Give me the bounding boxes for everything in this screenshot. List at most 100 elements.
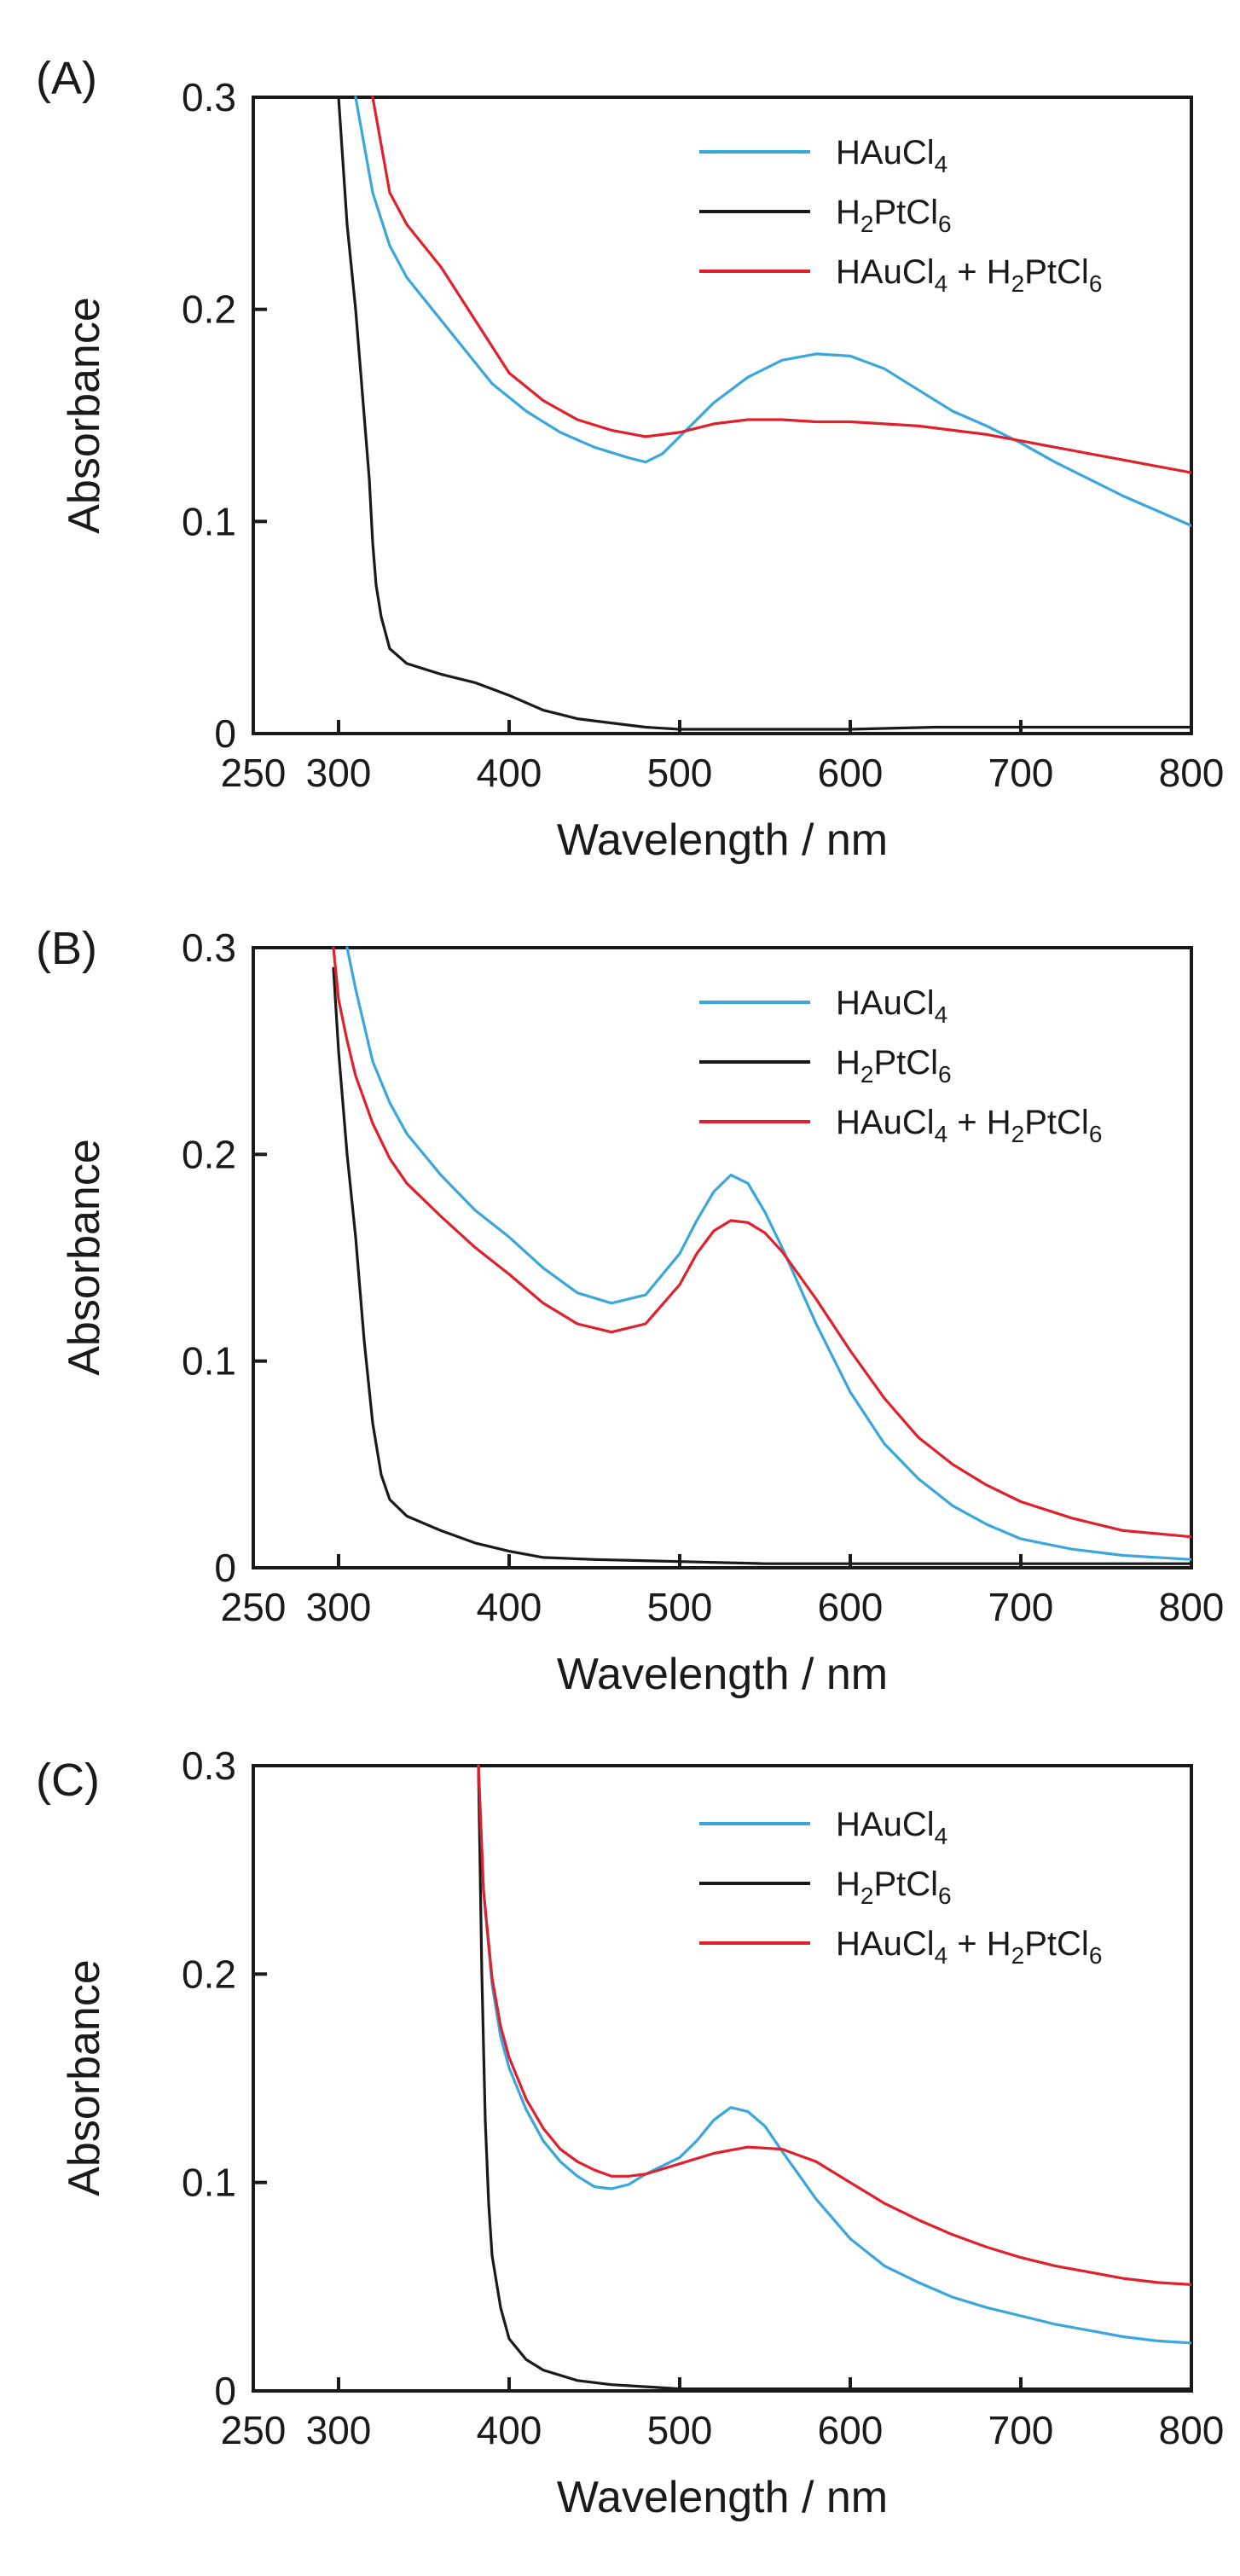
y-tick-label: 0.1 bbox=[182, 499, 236, 543]
legend-text-part: H bbox=[836, 1044, 860, 1082]
y-tick-label: 0.2 bbox=[182, 1952, 236, 1996]
panel-label: (B) bbox=[36, 923, 97, 974]
legend-subscript: 2 bbox=[1011, 1121, 1025, 1147]
legend-text-part: H bbox=[836, 1865, 860, 1903]
legend-subscript: 6 bbox=[1089, 270, 1103, 297]
legend-text-part: PtCl bbox=[1024, 253, 1089, 291]
y-axis-title: Absorbance bbox=[60, 1139, 109, 1376]
x-tick-label: 250 bbox=[221, 2408, 287, 2452]
y-tick-label: 0.2 bbox=[182, 287, 236, 332]
chart-panel-b: (B) 250 300 400 500 600 700 800 0 0.1 0.2 0.3 Wavele… bbox=[36, 923, 1224, 1699]
y-tick-label: 0.3 bbox=[182, 1743, 236, 1788]
legend-text-part: HAuCl bbox=[836, 253, 935, 291]
x-axis-title: Wavelength / nm bbox=[557, 2473, 888, 2522]
legend-subscript: 4 bbox=[935, 1001, 948, 1028]
x-tick-label: 500 bbox=[647, 751, 713, 795]
y-axis-title: Absorbance bbox=[60, 297, 109, 534]
legend-entry: HAuCl4 bbox=[836, 984, 947, 1028]
series-line-mix bbox=[477, 1764, 1191, 2286]
legend-text-part: HAuCl bbox=[836, 984, 935, 1022]
legend-entry: H2PtCl6 bbox=[836, 1044, 952, 1088]
y-tick-label: 0 bbox=[214, 2369, 236, 2413]
legend-text-part: HAuCl bbox=[836, 1104, 935, 1141]
series-line-mix bbox=[332, 946, 1191, 1539]
x-tick-label: 800 bbox=[1159, 1585, 1225, 1629]
x-tick-label: 300 bbox=[306, 2408, 372, 2452]
legend-text-part: PtCl bbox=[873, 1865, 938, 1903]
x-tick-label: 250 bbox=[221, 751, 287, 795]
legend-subscript: 4 bbox=[935, 1823, 948, 1849]
legend-text-part: + H bbox=[947, 1925, 1011, 1963]
y-tick-label: 0.1 bbox=[182, 1339, 236, 1384]
x-tick-label: 400 bbox=[477, 2408, 542, 2452]
x-tick-label: 600 bbox=[818, 751, 884, 795]
y-tick-label: 0 bbox=[214, 1546, 236, 1590]
series-line-haucl4 bbox=[477, 1764, 1191, 2345]
plot-frame bbox=[252, 946, 1193, 1569]
chart-panel-a: (A) 250 300 400 500 600 700 800 0 0.1 0.2 0.3 Wavele… bbox=[36, 53, 1224, 865]
legend-text-part: PtCl bbox=[873, 194, 938, 231]
x-tick-label: 700 bbox=[988, 751, 1054, 795]
x-tick-label: 700 bbox=[988, 1585, 1054, 1629]
x-tick-label: 600 bbox=[818, 2408, 884, 2452]
legend-subscript: 2 bbox=[860, 211, 874, 237]
legend-subscript: 4 bbox=[935, 270, 948, 297]
legend-subscript: 4 bbox=[935, 151, 948, 177]
legend-text-part: H bbox=[836, 194, 860, 231]
x-tick-label: 300 bbox=[306, 751, 372, 795]
plot-frame bbox=[252, 1764, 1193, 2393]
series-line-h2ptcl6 bbox=[337, 96, 1191, 731]
x-tick-label: 600 bbox=[818, 1585, 884, 1629]
x-tick-label: 500 bbox=[647, 2408, 713, 2452]
legend-subscript: 6 bbox=[938, 211, 952, 237]
y-tick-label: 0 bbox=[214, 711, 236, 756]
legend-entry: HAuCl4 bbox=[836, 1806, 947, 1849]
legend-subscript: 2 bbox=[860, 1883, 874, 1909]
series-line-haucl4 bbox=[345, 946, 1191, 1561]
x-axis-title: Wavelength / nm bbox=[557, 815, 888, 865]
legend-subscript: 2 bbox=[1011, 1942, 1025, 1969]
legend-entry: H2PtCl6 bbox=[836, 1865, 952, 1909]
legend-text-part: PtCl bbox=[873, 1044, 938, 1082]
x-tick-label: 500 bbox=[647, 1585, 713, 1629]
x-tick-label: 800 bbox=[1159, 2408, 1225, 2452]
series-line-mix bbox=[371, 96, 1191, 474]
y-tick-label: 0.2 bbox=[182, 1132, 236, 1176]
y-tick-label: 0.3 bbox=[182, 925, 236, 970]
series-line-h2ptcl6 bbox=[332, 966, 1191, 1565]
chart-panel-c: (C) 250 300 400 500 600 700 800 0 0.1 0.2 0.3 Wavele… bbox=[36, 1743, 1224, 2522]
legend-text-part: PtCl bbox=[1024, 1104, 1089, 1141]
series-line-haucl4 bbox=[354, 96, 1191, 527]
x-tick-label: 700 bbox=[988, 2408, 1054, 2452]
panel-label: (C) bbox=[36, 1755, 100, 1806]
legend-entry: HAuCl4 + H2PtCl6 bbox=[836, 1925, 1102, 1969]
x-tick-label: 250 bbox=[221, 1585, 287, 1629]
legend-entry: H2PtCl6 bbox=[836, 194, 952, 237]
legend-subscript: 4 bbox=[935, 1121, 948, 1147]
legend-text-part: HAuCl bbox=[836, 134, 935, 171]
legend-entry: HAuCl4 + H2PtCl6 bbox=[836, 253, 1102, 297]
legend-subscript: 6 bbox=[1089, 1942, 1103, 1969]
legend-text-part: HAuCl bbox=[836, 1925, 935, 1963]
legend-subscript: 6 bbox=[1089, 1121, 1103, 1147]
legend-text-part: HAuCl bbox=[836, 1806, 935, 1843]
y-tick-label: 0.3 bbox=[182, 75, 236, 119]
x-tick-label: 300 bbox=[306, 1585, 372, 1629]
series-line-h2ptcl6 bbox=[477, 1764, 1191, 2391]
y-tick-label: 0.1 bbox=[182, 2161, 236, 2205]
legend-subscript: 2 bbox=[860, 1061, 874, 1088]
legend-subscript: 2 bbox=[1011, 270, 1025, 297]
x-axis-title: Wavelength / nm bbox=[557, 1650, 888, 1699]
legend-text-part: + H bbox=[947, 1104, 1011, 1141]
panel-label: (A) bbox=[36, 53, 97, 104]
legend-entry: HAuCl4 + H2PtCl6 bbox=[836, 1104, 1102, 1147]
x-tick-label: 400 bbox=[477, 751, 542, 795]
x-tick-label: 800 bbox=[1159, 751, 1225, 795]
y-axis-title: Absorbance bbox=[60, 1959, 109, 2196]
x-tick-label: 400 bbox=[477, 1585, 542, 1629]
legend-text-part: + H bbox=[947, 253, 1011, 291]
